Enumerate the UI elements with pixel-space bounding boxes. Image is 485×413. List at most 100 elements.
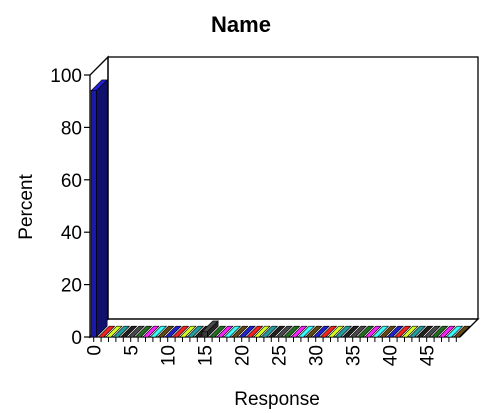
bar <box>393 325 412 338</box>
bar-top <box>430 325 449 338</box>
bar-top <box>149 325 168 338</box>
bar-top <box>327 325 345 338</box>
bar <box>253 325 271 338</box>
bar-top <box>119 325 138 338</box>
bar <box>304 325 323 338</box>
bar <box>142 325 160 338</box>
x-tick-label: 10 <box>159 345 180 366</box>
bar <box>438 325 456 338</box>
x-tick-label: 20 <box>233 345 254 366</box>
y-axis-label: Percent <box>16 174 37 240</box>
bar-top <box>127 325 145 338</box>
bar-top <box>230 325 249 338</box>
bar-top <box>282 325 301 338</box>
bar <box>134 325 153 338</box>
bar-top <box>312 325 330 338</box>
x-tick-label: 45 <box>418 345 439 366</box>
bar <box>208 325 227 338</box>
bar <box>171 325 190 338</box>
bars <box>90 79 471 338</box>
bar <box>119 325 138 338</box>
x-tick-label: 35 <box>344 345 365 366</box>
bar <box>341 325 360 338</box>
bar-top <box>267 325 286 338</box>
bar <box>364 325 382 338</box>
bar-top <box>142 325 160 338</box>
bar <box>415 325 434 338</box>
bar-top <box>341 325 360 338</box>
bar-top <box>371 325 390 338</box>
bar-top <box>275 325 293 338</box>
bar-top <box>297 325 316 338</box>
bar-top <box>349 325 367 338</box>
bar-top <box>186 325 205 338</box>
bar <box>282 325 301 338</box>
bar-top <box>452 325 471 338</box>
bar <box>201 320 219 338</box>
bar <box>408 325 427 338</box>
bar <box>260 325 279 338</box>
bar-top <box>112 325 131 338</box>
bar <box>423 325 441 338</box>
bar-top <box>179 325 197 338</box>
bar-top <box>445 325 464 338</box>
bar <box>386 325 404 338</box>
bar-top <box>438 325 456 338</box>
x-axis: 0 5 10 15 20 25 30 35 40 45 <box>85 337 457 366</box>
bar <box>371 325 390 338</box>
bar-top <box>290 325 308 338</box>
bar-top <box>334 325 353 338</box>
x-tick-label: 15 <box>196 345 217 366</box>
bar-top <box>304 325 323 338</box>
bar-top <box>216 325 234 338</box>
bar-top <box>208 325 227 338</box>
bar <box>179 325 197 338</box>
bar-top <box>319 325 338 338</box>
bar-top <box>260 325 279 338</box>
bar <box>149 325 168 338</box>
bar <box>327 325 345 338</box>
bar-front <box>201 331 208 338</box>
bar <box>90 79 108 338</box>
bar-top <box>408 325 427 338</box>
bar <box>349 325 367 338</box>
bar <box>452 325 471 338</box>
bar <box>290 325 308 338</box>
back-wall <box>107 56 479 320</box>
bar <box>356 325 375 338</box>
bar <box>445 325 464 338</box>
bar-top <box>415 325 434 338</box>
bar-top <box>97 325 116 338</box>
bar-top <box>223 325 242 338</box>
bar <box>238 325 256 338</box>
bar-top <box>386 325 404 338</box>
y-tick-label: 40 <box>61 223 82 244</box>
bar-top <box>364 325 382 338</box>
bar <box>267 325 286 338</box>
y-tick-label: 0 <box>71 328 82 349</box>
bar-top <box>238 325 256 338</box>
bar <box>245 325 264 338</box>
bar <box>275 325 293 338</box>
bar <box>334 325 353 338</box>
bar <box>105 325 123 338</box>
x-tick-label: 25 <box>270 345 291 366</box>
chart-title: Name <box>211 12 271 37</box>
y-tick-label: 20 <box>61 276 82 297</box>
bar-top <box>134 325 153 338</box>
y-tick-label: 100 <box>50 66 82 87</box>
bar-top <box>156 325 175 338</box>
bar-front <box>90 90 97 338</box>
bar <box>127 325 145 338</box>
bar <box>312 325 330 338</box>
plot-frame <box>88 55 480 339</box>
bar <box>164 325 182 338</box>
x-tick-label: 0 <box>85 345 106 356</box>
bar-top <box>171 325 190 338</box>
bar-top <box>401 325 419 338</box>
bar <box>223 325 242 338</box>
y-tick-label: 60 <box>61 171 82 192</box>
bar <box>378 325 397 338</box>
x-tick-label: 40 <box>381 345 402 366</box>
